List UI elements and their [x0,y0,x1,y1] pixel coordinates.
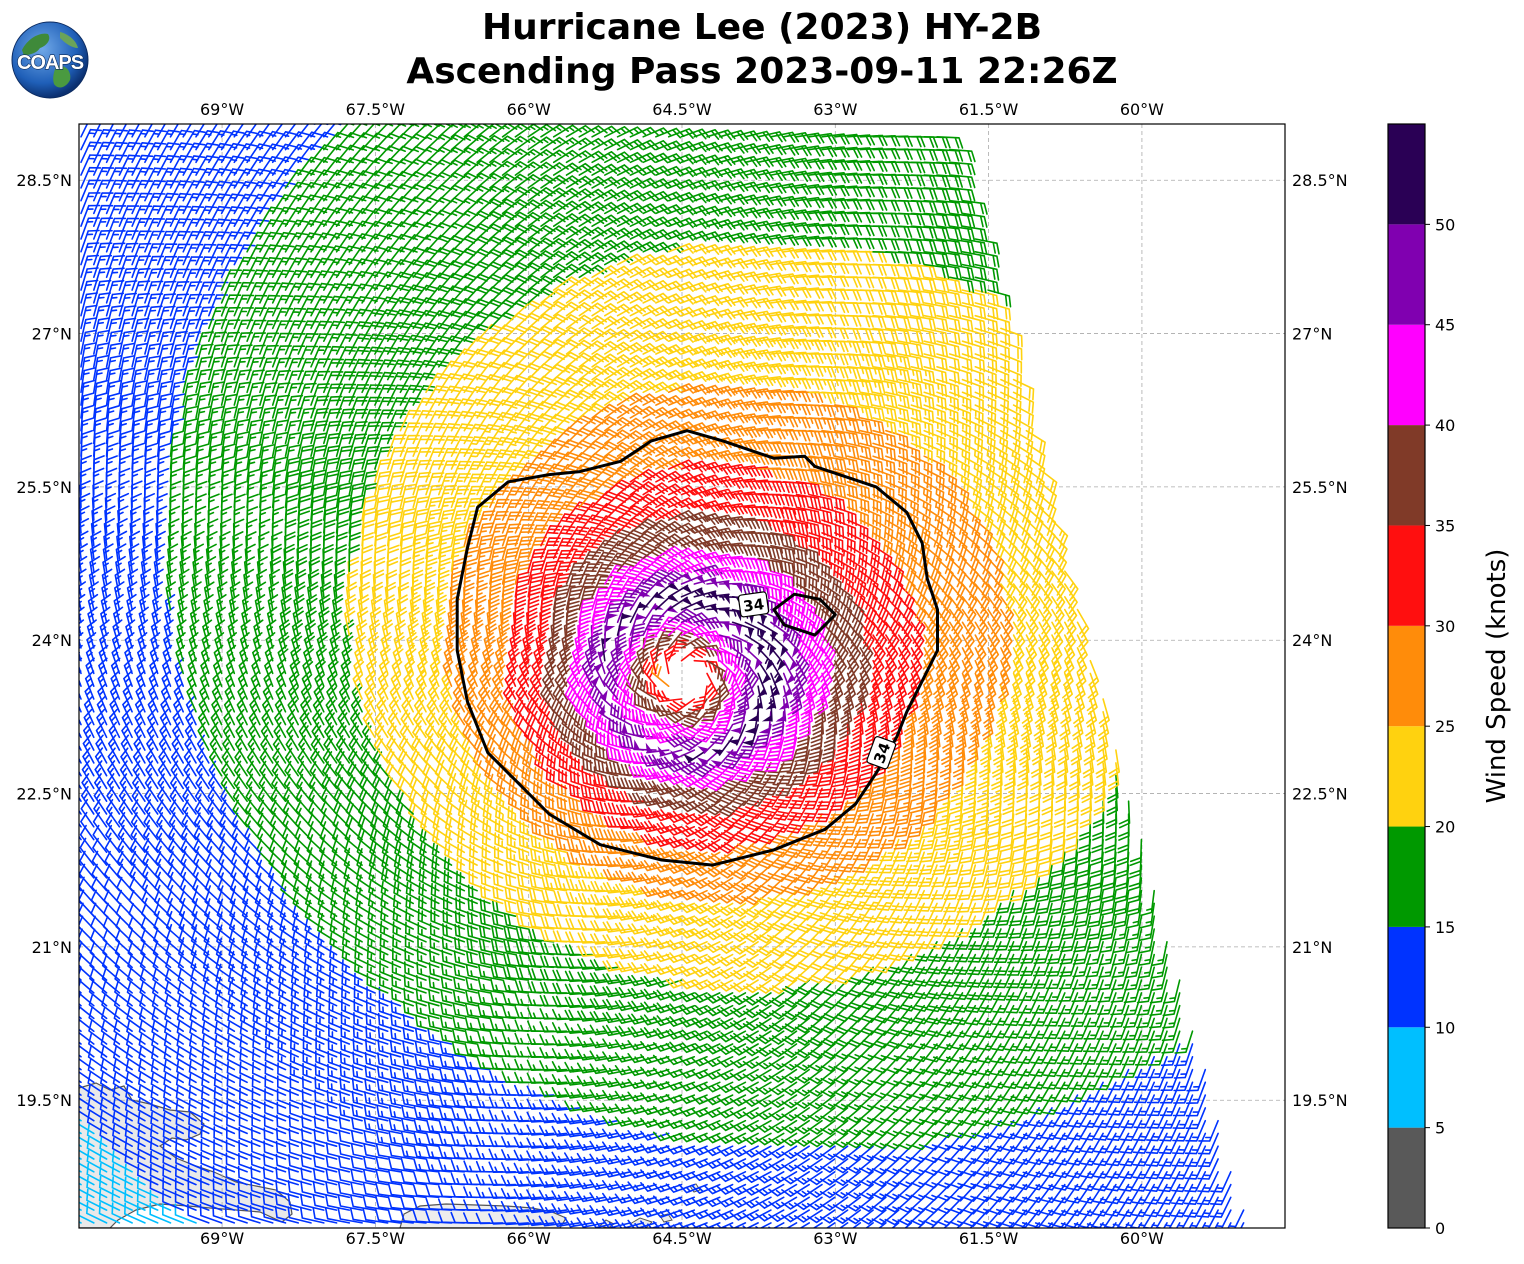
wind-barb [62,1137,81,1159]
wind-barb [62,1163,81,1185]
wind-barb [64,1033,82,1057]
wind-barb [62,1176,81,1197]
wind-barb [63,1046,81,1069]
wind-barb [62,1189,81,1210]
wind-barb [62,1111,81,1133]
wind-barb [62,1150,81,1172]
wind-barb [62,1202,82,1223]
wind-barb [63,1059,81,1082]
wind-barb [62,1124,81,1146]
